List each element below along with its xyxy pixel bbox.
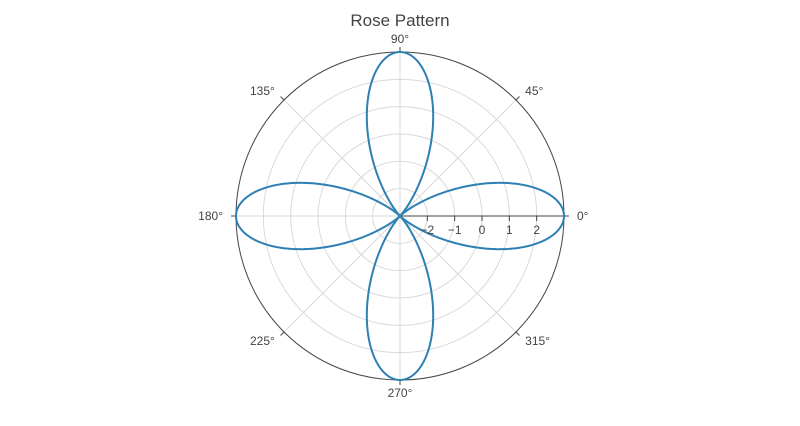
- chart-title: Rose Pattern: [350, 11, 449, 30]
- rose-curve: [235, 51, 565, 381]
- angular-grid-spoke: [399, 99, 517, 217]
- angular-tick-mark: [515, 96, 520, 101]
- angular-tick-label: 225°: [250, 334, 275, 348]
- angular-tick-label: 90°: [391, 32, 409, 46]
- angular-grid-spoke: [283, 215, 401, 333]
- angular-tick-label: 315°: [525, 334, 550, 348]
- angular-grid-spoke: [283, 99, 401, 217]
- radial-tick-label: 2: [533, 223, 540, 237]
- angular-tick-label: 180°: [198, 209, 223, 223]
- radial-tick-label: −1: [448, 223, 462, 237]
- radial-tick-label: 1: [506, 223, 513, 237]
- angular-tick-mark: [280, 96, 285, 101]
- angular-tick-label: 0°: [577, 209, 589, 223]
- angular-tick-mark: [515, 331, 520, 336]
- angular-tick-label: 270°: [388, 386, 413, 400]
- axis-labels: −2 −1 0 1 2 0° 45° 90° 135° 180° 225° 270° 315°: [198, 32, 589, 400]
- angular-tick-label: 135°: [250, 84, 275, 98]
- radial-tick-label: −2: [420, 223, 434, 237]
- angular-grid-spoke: [399, 215, 517, 333]
- radial-tick-label: 0: [479, 223, 486, 237]
- angular-tick-label: 45°: [525, 84, 543, 98]
- rose-series-layer: [235, 51, 565, 381]
- angular-tick-mark: [280, 331, 285, 336]
